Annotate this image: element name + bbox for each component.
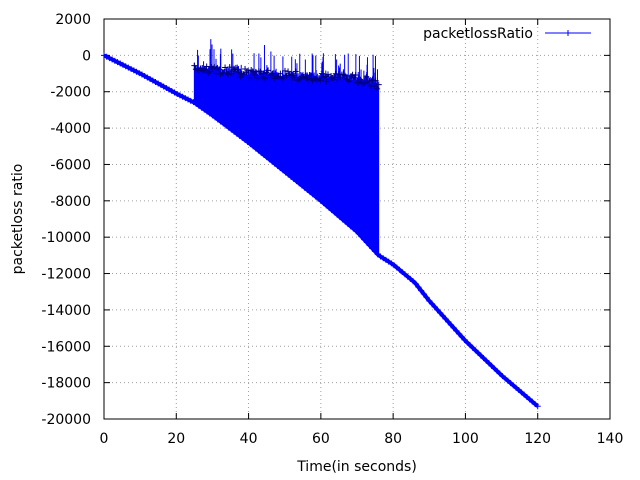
plot-frame <box>103 18 611 420</box>
y-axis: -20000-18000-16000-14000-12000-10000-800… <box>41 12 610 428</box>
legend-label: packetlossRatio <box>423 26 533 42</box>
y-tick-label: -20000 <box>41 412 91 428</box>
x-tick-label: 140 <box>597 431 624 447</box>
y-tick-label: -10000 <box>41 230 91 246</box>
y-tick-label: -12000 <box>41 267 91 283</box>
y-tick-label: -6000 <box>50 157 91 173</box>
y-tick-label: -4000 <box>50 121 91 137</box>
y-axis-label: packetloss ratio <box>10 164 26 275</box>
legend: packetlossRatio <box>423 26 591 42</box>
x-axis: 0 20 40 60 80 100 120 140 <box>100 19 624 447</box>
grid-lines <box>104 19 610 419</box>
spike-lines <box>193 39 380 256</box>
x-tick-label: 40 <box>240 431 258 447</box>
x-tick-label: 60 <box>312 431 330 447</box>
y-tick-label: 0 <box>82 48 91 64</box>
series-packetlossRatio <box>101 39 541 410</box>
x-axis-label: Time(in seconds) <box>296 459 417 475</box>
baseline-markers <box>101 52 541 410</box>
x-tick-label: 100 <box>452 431 479 447</box>
spike-markers <box>191 62 382 92</box>
y-tick-label: 2000 <box>55 12 91 28</box>
x-tick-label: 120 <box>524 431 551 447</box>
y-tick-label: -16000 <box>41 339 91 355</box>
x-tick-label: 80 <box>384 431 402 447</box>
y-tick-label: -2000 <box>50 85 91 101</box>
y-tick-label: -8000 <box>50 194 91 210</box>
y-tick-label: -14000 <box>41 303 91 319</box>
y-tick-label: -18000 <box>41 376 91 392</box>
x-tick-label: 0 <box>100 431 109 447</box>
x-tick-label: 20 <box>167 431 185 447</box>
